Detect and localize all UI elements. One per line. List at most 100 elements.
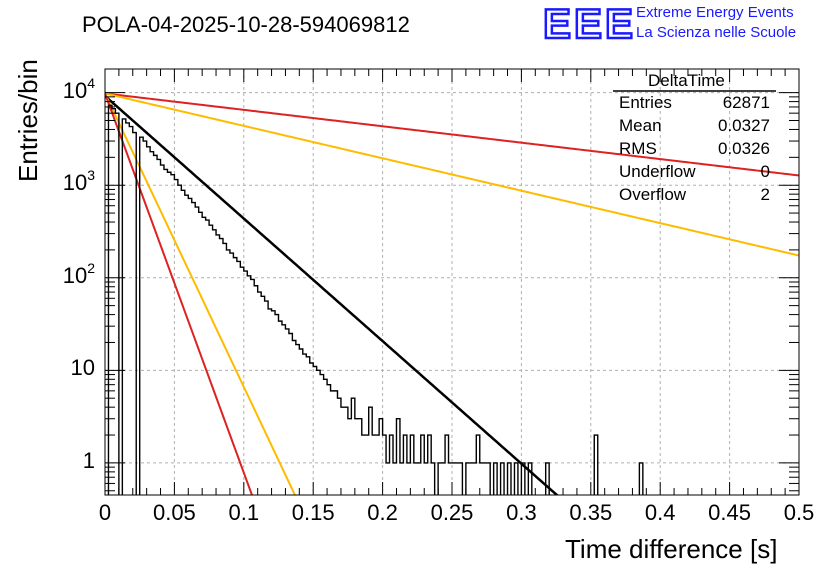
histogram-bin <box>414 463 417 504</box>
histogram-bin <box>265 301 268 504</box>
x-tick-label: 0 <box>98 500 112 525</box>
histogram-bin <box>223 243 226 504</box>
histogram-bin <box>279 321 282 504</box>
axis-ticks <box>104 69 800 495</box>
histogram-bin <box>112 109 115 504</box>
histogram-bin <box>195 207 198 504</box>
stats-title: DeltaTime <box>648 71 725 90</box>
histogram-bin <box>143 141 146 504</box>
histogram-bin <box>147 147 150 504</box>
histogram-bin <box>310 363 313 504</box>
histogram-bin <box>417 463 420 504</box>
histogram-bin <box>268 309 271 504</box>
histogram-bin <box>192 203 195 504</box>
fast-decay-yellow-curve <box>105 93 297 495</box>
histogram-bin <box>185 195 188 504</box>
x-tick-label: 0.35 <box>569 500 613 525</box>
histogram-bin <box>282 325 285 504</box>
histogram-bin <box>129 127 132 504</box>
y-tick-exponent: 4 <box>87 74 95 91</box>
y-tick-label: 10 <box>70 355 95 381</box>
x-tick-label: 0.1 <box>228 500 260 525</box>
histogram-bin <box>303 354 306 504</box>
histogram-bin <box>424 463 427 504</box>
x-tick-label: 0.3 <box>506 500 537 525</box>
histogram-bin <box>261 296 264 504</box>
histogram-bin <box>449 463 452 504</box>
histogram-bin <box>337 398 340 504</box>
histogram-bin <box>226 250 229 504</box>
histogram-bin <box>362 435 365 504</box>
logo-line-2: La Scienza nelle Scuole <box>636 24 797 41</box>
x-tick-label: 0.4 <box>644 500 676 525</box>
histogram-bin <box>154 155 157 504</box>
histogram-bin <box>272 311 275 504</box>
histogram-bin <box>292 341 295 504</box>
histogram-bin <box>393 463 396 504</box>
fit-curves <box>105 92 799 495</box>
histogram-bin <box>376 435 379 504</box>
histogram-bin <box>365 435 368 504</box>
histogram-bin <box>275 315 278 504</box>
histogram-bin <box>251 279 254 504</box>
stats-label: Mean <box>619 116 662 135</box>
stats-label: Entries <box>619 93 672 112</box>
x-tick-label: 0.05 <box>152 500 196 525</box>
fast-decay-red-curve <box>105 93 254 495</box>
x-tick-label: 0.45 <box>708 500 751 525</box>
histogram-bin <box>324 379 327 504</box>
histogram-bin <box>209 225 212 504</box>
y-tick-label: 103 <box>25 167 95 196</box>
histogram-bin <box>455 463 458 504</box>
y-tick-label: 102 <box>25 261 95 289</box>
histogram-bin <box>327 385 330 504</box>
slow-decay-yellow-curve <box>105 92 799 257</box>
stats-value: 0.0326 <box>718 139 770 158</box>
x-tick-label: 0.15 <box>291 500 335 525</box>
stats-label: RMS <box>619 139 657 158</box>
histogram-bin <box>188 198 191 504</box>
histogram-bin <box>258 292 261 504</box>
x-tick-label: 0.2 <box>367 500 398 525</box>
x-axis-label: Time difference [s] <box>565 534 778 564</box>
histogram-bin <box>313 367 316 504</box>
y-tick-base: 10 <box>62 262 88 288</box>
stats-label: Underflow <box>619 162 696 181</box>
histogram-bin <box>296 345 299 504</box>
histogram-bin <box>171 175 174 504</box>
histogram-bin <box>220 239 223 504</box>
histogram-bin <box>254 286 257 504</box>
histogram-bin <box>181 190 184 504</box>
y-tick-exponent: 3 <box>87 167 95 184</box>
exponential-fit-curve <box>105 95 559 495</box>
histogram-bin <box>289 333 292 503</box>
y-tick-base: 10 <box>62 77 88 103</box>
histogram-bin <box>320 375 323 504</box>
x-tick-label: 0.25 <box>430 500 474 525</box>
stats-value: 2 <box>760 185 770 204</box>
histogram-bin <box>233 258 236 504</box>
histogram-bin <box>442 463 445 504</box>
y-tick-base: 10 <box>62 170 88 196</box>
eee-logo-mark: EEE <box>543 0 636 47</box>
histogram-bin <box>473 463 476 504</box>
x-tick-label: 0.5 <box>783 500 815 525</box>
logo-line-1: Extreme Energy Events <box>636 4 794 21</box>
histogram-outline <box>107 104 644 495</box>
histogram-bin <box>237 261 240 504</box>
gridlines <box>105 69 799 495</box>
histogram-bin <box>348 419 351 504</box>
histogram <box>107 104 644 504</box>
stats-value: 0 <box>760 162 770 181</box>
histogram-bin <box>334 391 337 504</box>
histogram-bin <box>150 152 153 504</box>
histogram-bin <box>483 463 486 504</box>
y-tick-label: 1 <box>82 447 95 473</box>
histogram-bin <box>317 370 320 504</box>
histogram-bin <box>400 463 403 504</box>
histogram-bin <box>247 276 250 504</box>
histogram-bin <box>452 463 455 504</box>
histogram-bin <box>386 463 389 504</box>
histogram-bin <box>299 349 302 504</box>
